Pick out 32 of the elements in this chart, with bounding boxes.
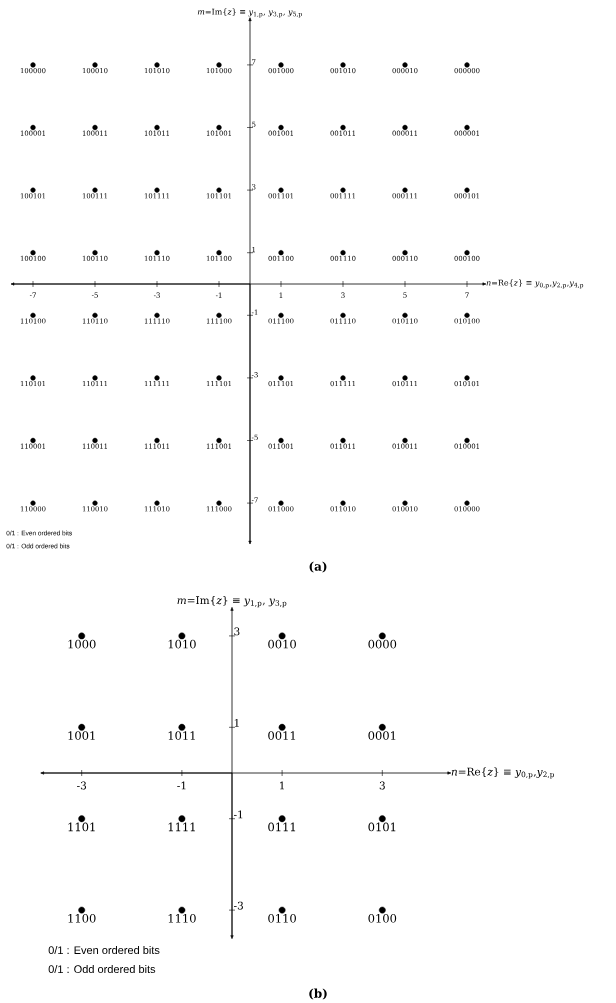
annotation: 1000 xyxy=(68,639,96,649)
text: m=Im{z} ≡ y$_{1,p}$, y$_{3,p}$ xyxy=(177,596,287,608)
text: (b) xyxy=(309,988,327,1000)
annotation: 0000 xyxy=(368,639,397,649)
x-tick-label: -3 xyxy=(77,781,87,790)
y-tick-label: -3 xyxy=(233,901,243,910)
text: 0/1 : Odd ordered bits xyxy=(48,964,156,974)
text: n=Re{z} ≡ y$_{0,p}$,y$_{2,p}$,y$_{4,p}$ xyxy=(486,279,584,289)
x-tick-label: 3 xyxy=(379,781,385,790)
annotation: 1001 xyxy=(68,731,95,740)
text: 0/1 : Even ordered bits xyxy=(48,945,160,955)
y-tick-label: 1 xyxy=(234,718,239,727)
annotation: 1011 xyxy=(168,731,195,740)
annotation: 1110 xyxy=(168,914,196,923)
annotation: 1111 xyxy=(168,822,195,832)
x-tick-label: 1 xyxy=(280,781,284,790)
annotation: 1100 xyxy=(68,914,96,923)
annotation: 0111 xyxy=(268,822,296,832)
y-tick-label: 3 xyxy=(234,627,240,636)
annotation: 0011 xyxy=(268,731,296,740)
annotation: 0100 xyxy=(368,914,397,923)
annotation: 0001 xyxy=(368,731,396,740)
annotation: 1101 xyxy=(68,822,95,832)
annotation: 0110 xyxy=(268,914,296,923)
text: m=Im{z} ≡ y$_{1,p}$, y$_{3,p}$, y$_{5,p}$ xyxy=(197,8,302,18)
annotation: 0010 xyxy=(268,639,296,649)
x-tick-label: -1 xyxy=(177,781,186,790)
text: n=Re{z} ≡ y$_{0,p}$,y$_{2,p}$ xyxy=(451,767,555,779)
y-tick-label: -1 xyxy=(233,810,243,819)
annotation: 0101 xyxy=(368,822,396,832)
text: (a) xyxy=(309,561,327,573)
annotation: 1010 xyxy=(168,639,196,649)
